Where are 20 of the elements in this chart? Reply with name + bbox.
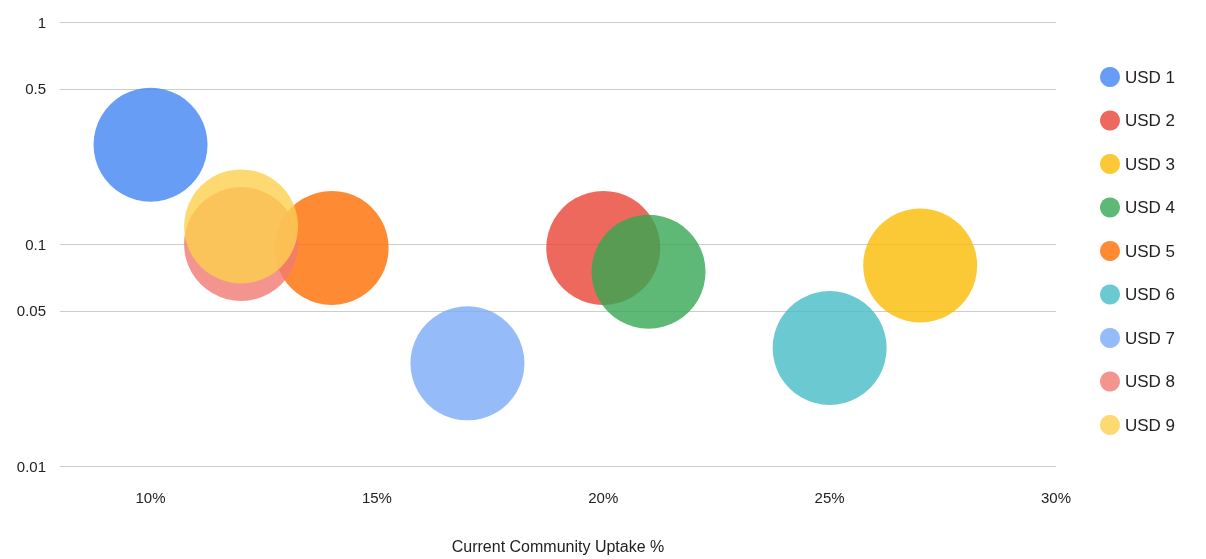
legend-label: USD 5 bbox=[1125, 241, 1176, 261]
legend-label: USD 9 bbox=[1125, 415, 1176, 435]
y-tick-label: 0.01 bbox=[16, 457, 46, 475]
legend-label: USD 6 bbox=[1125, 285, 1176, 304]
legend-label: USD 1 bbox=[1125, 67, 1176, 87]
x-tick-label: 15% bbox=[361, 489, 392, 506]
x-axis-title: Current Community Uptake % bbox=[451, 537, 665, 555]
x-tick-label: 30% bbox=[1040, 489, 1072, 506]
legend-label: USD 8 bbox=[1125, 372, 1176, 391]
x-tick-label: 10% bbox=[135, 489, 166, 506]
y-tick-label: 0.05 bbox=[16, 302, 46, 320]
legend-label: USD 4 bbox=[1125, 198, 1176, 217]
x-tick-label: 20% bbox=[588, 489, 619, 506]
legend-label: USD 3 bbox=[1125, 154, 1176, 174]
y-tick-label: 0.5 bbox=[25, 80, 46, 98]
y-tick-label: 1 bbox=[37, 13, 46, 31]
x-tick-label: 25% bbox=[814, 489, 845, 506]
legend-label: USD 2 bbox=[1125, 111, 1176, 130]
y-tick-label: 0.1 bbox=[25, 235, 46, 253]
legend-label: USD 7 bbox=[1125, 328, 1176, 348]
